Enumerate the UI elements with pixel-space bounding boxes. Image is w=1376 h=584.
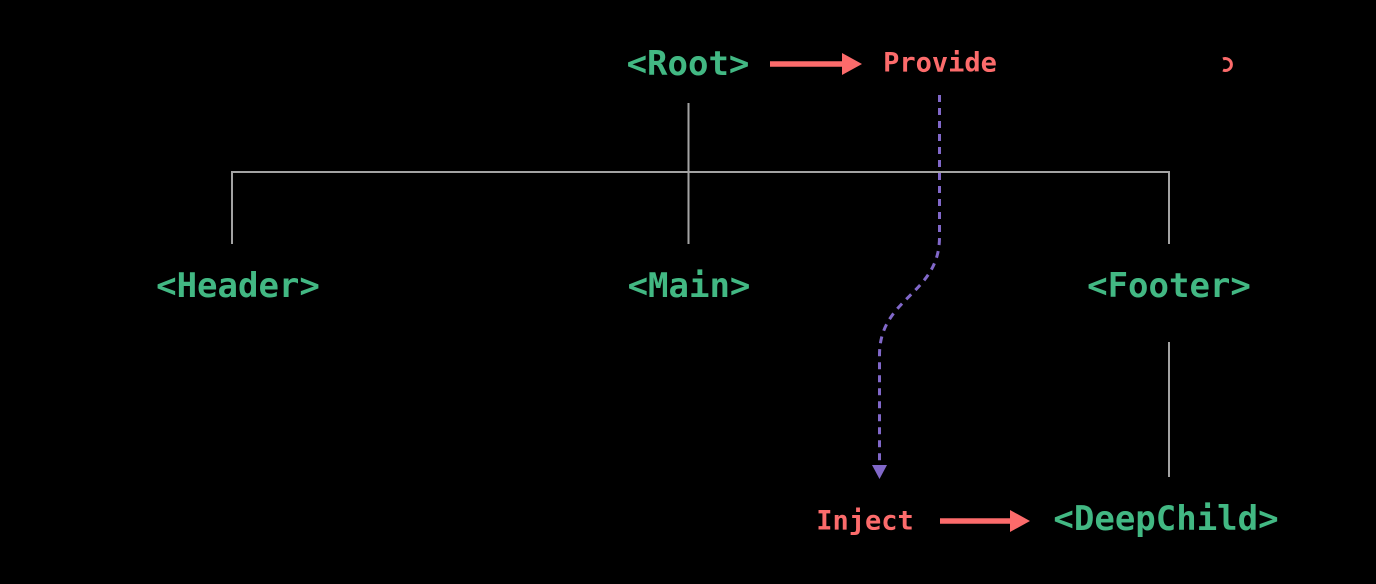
main-node-label: <Main> bbox=[627, 266, 751, 306]
footer-node-label: <Footer> bbox=[1087, 266, 1251, 306]
inject-to-deepchild-arrowhead-icon bbox=[1010, 510, 1030, 532]
deepchild-node-label: <DeepChild> bbox=[1053, 499, 1279, 539]
inject-label: Inject bbox=[816, 505, 914, 537]
provide-to-inject-arrowhead-icon bbox=[872, 465, 887, 479]
stray-red-mark bbox=[1222, 57, 1233, 72]
header-node-label: <Header> bbox=[156, 266, 320, 306]
provide-label: Provide bbox=[883, 47, 997, 79]
root-to-provide-arrowhead-icon bbox=[842, 53, 862, 75]
root-node-label: <Root> bbox=[626, 44, 750, 84]
provide-to-inject-dashed-flow-line bbox=[878, 95, 941, 463]
